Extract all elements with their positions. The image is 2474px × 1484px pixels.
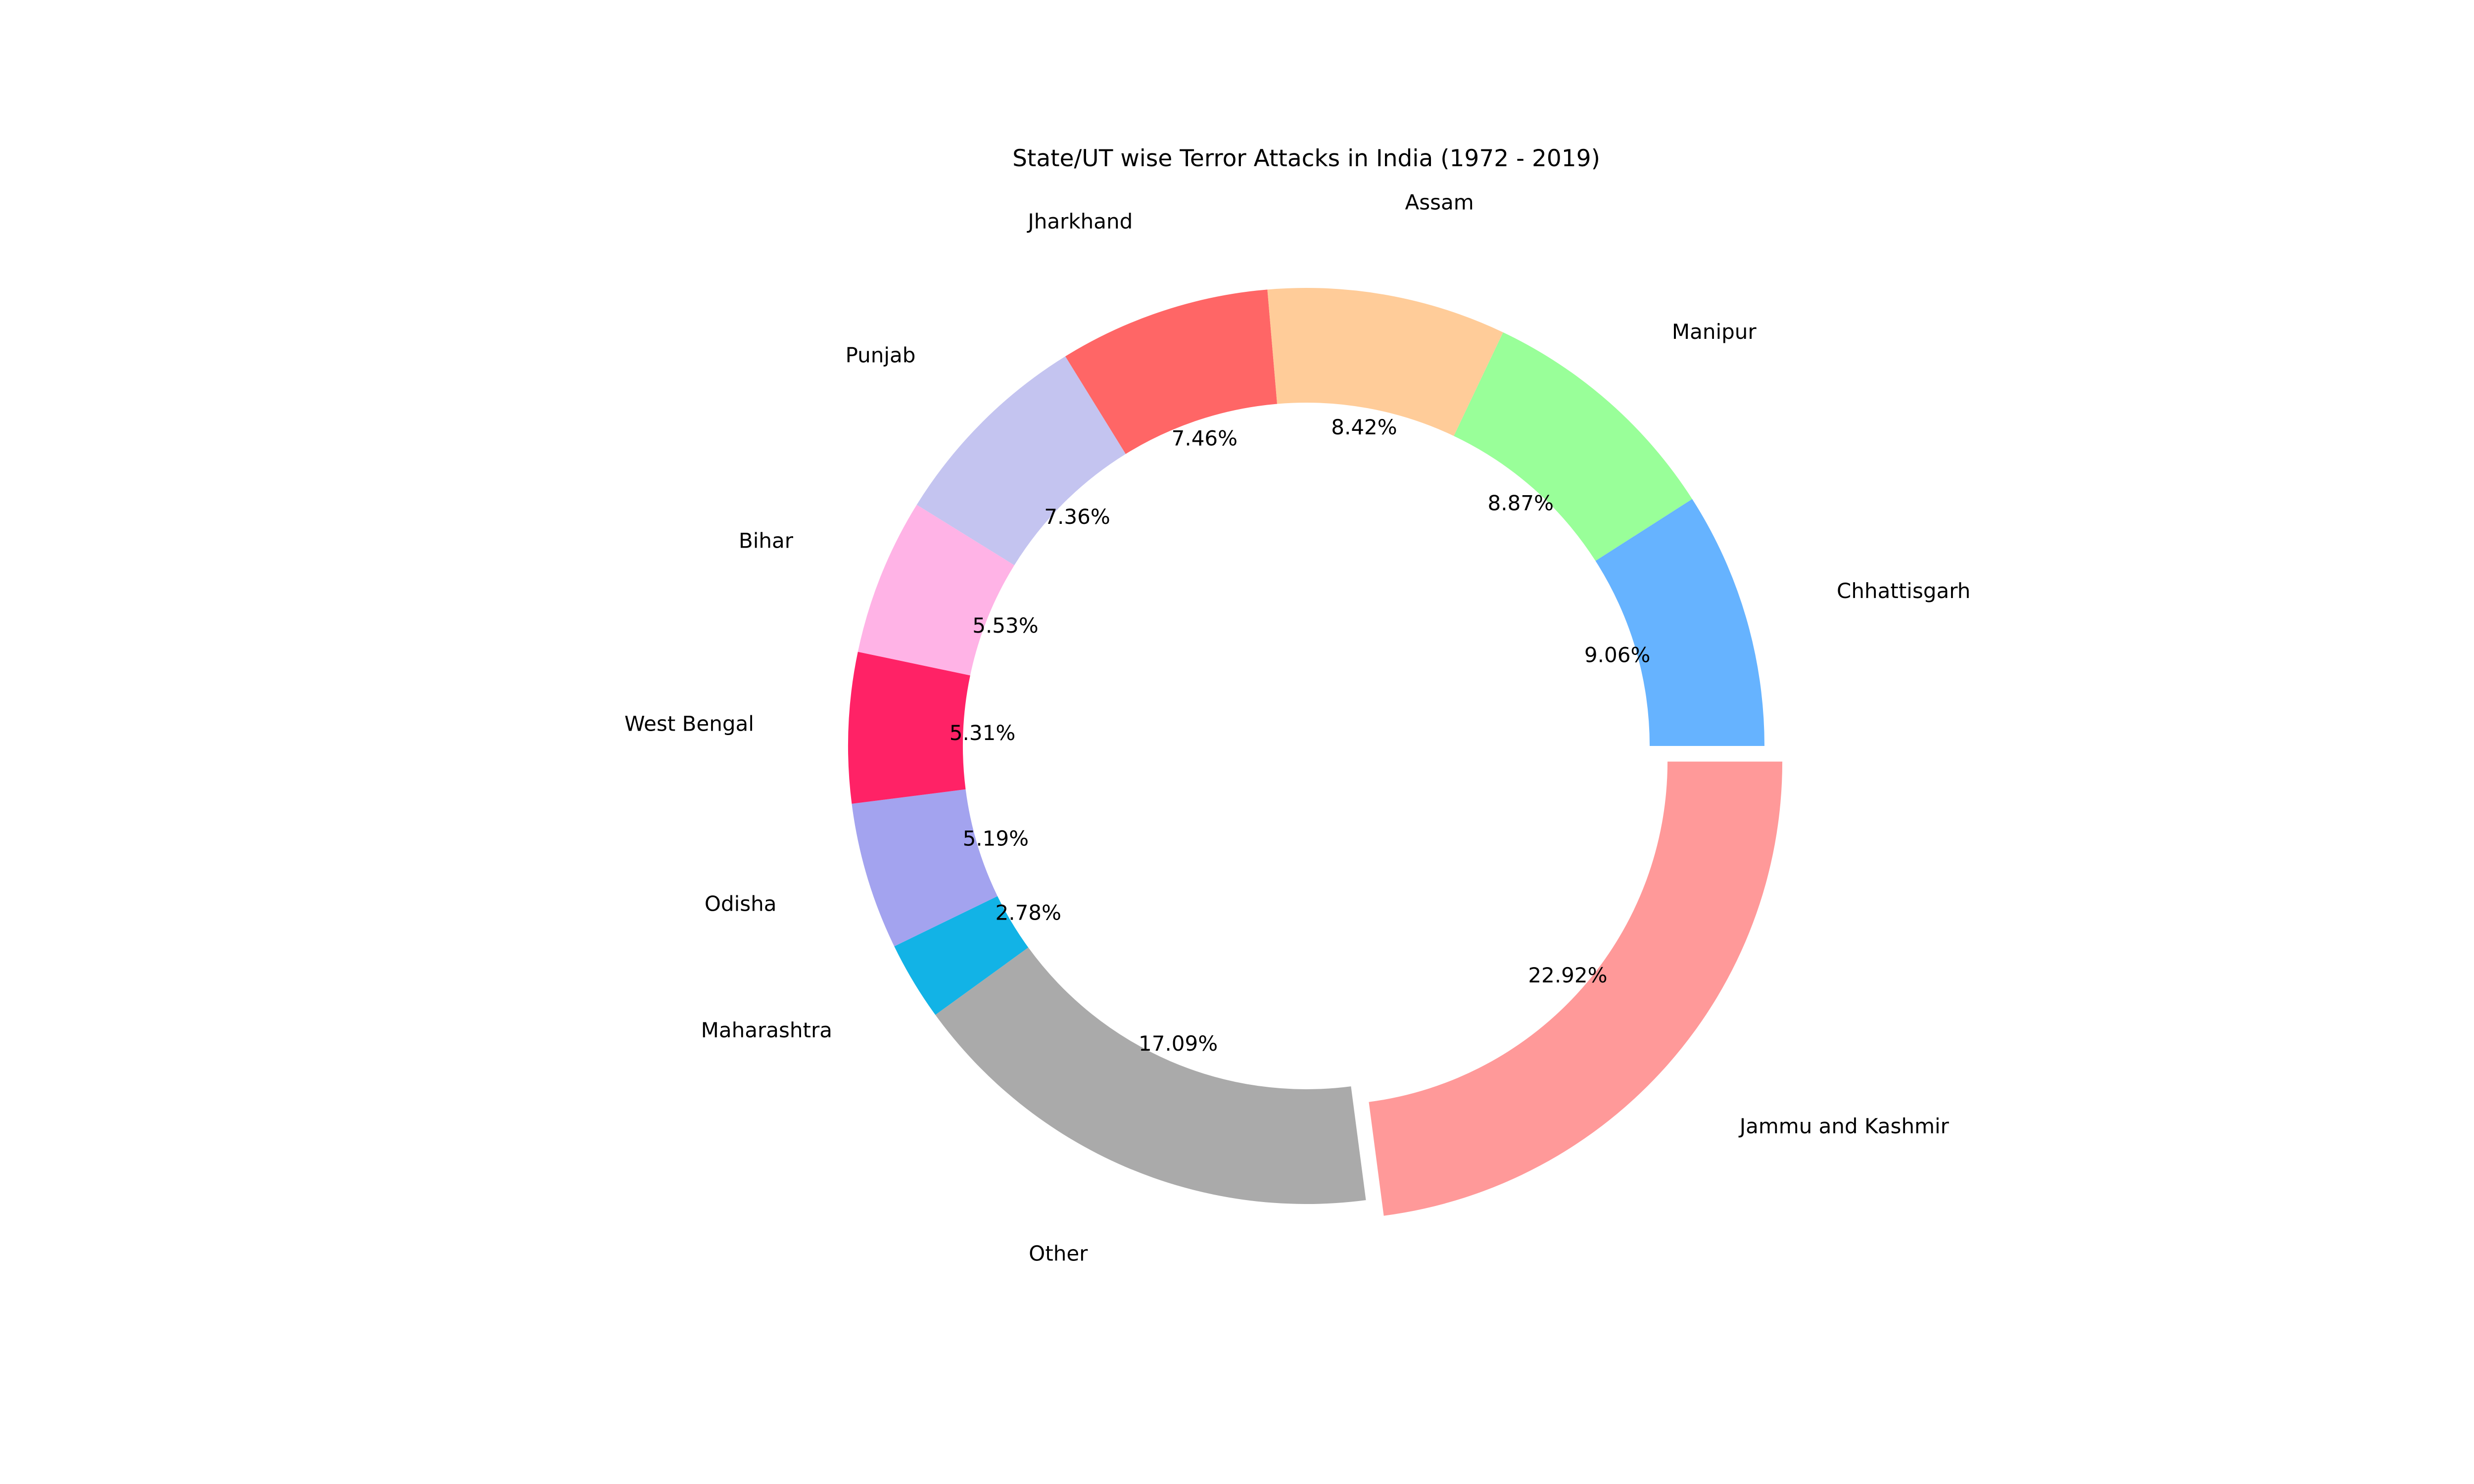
percent-label-assam: 8.42% (1331, 415, 1397, 439)
slice-label-chhattisgarh: Chhattisgarh (1837, 579, 1970, 603)
percent-label-manipur: 8.87% (1488, 491, 1554, 515)
slice-label-west-bengal: West Bengal (624, 712, 754, 736)
slice-odisha (852, 789, 998, 947)
percent-label-other: 17.09% (1139, 1031, 1218, 1056)
slice-label-other: Other (1029, 1242, 1088, 1266)
percent-label-bihar: 5.53% (972, 613, 1038, 638)
slice-assam (1267, 288, 1503, 436)
slice-label-assam: Assam (1405, 190, 1474, 214)
chart-slice-labels: Jammu and Kashmir Other Maharashtra Odisha W… (624, 190, 1970, 1265)
slice-label-jharkhand: Jharkhand (1026, 209, 1133, 233)
slice-label-jammu-and-kashmir: Jammu and Kashmir (1738, 1114, 1950, 1138)
chart-slices (848, 288, 1783, 1216)
slice-label-punjab: Punjab (846, 343, 916, 367)
slice-maharashtra (894, 896, 1029, 1015)
slice-other (935, 947, 1366, 1204)
percent-label-chhattisgarh: 9.06% (1584, 643, 1650, 667)
slice-chhattisgarh (1595, 499, 1764, 746)
slice-label-manipur: Manipur (1672, 320, 1757, 344)
slice-jharkhand (1065, 289, 1278, 454)
percent-label-maharashtra: 2.78% (996, 900, 1061, 925)
percent-label-odisha: 5.19% (963, 827, 1029, 851)
slice-punjab (916, 356, 1126, 565)
slice-west-bengal (848, 651, 970, 804)
slice-label-odisha: Odisha (705, 892, 777, 916)
percent-label-jharkhand: 7.46% (1172, 426, 1237, 451)
percent-label-jammu-and-kashmir: 22.92% (1528, 963, 1607, 987)
chart-title: State/UT wise Terror Attacks in India (1… (1012, 145, 1600, 172)
chart-percent-labels: 22.92% 17.09% 2.78% 5.19% 5.31% 5.53% 7.36% 7.4… (950, 415, 1651, 1056)
percent-label-west-bengal: 5.31% (950, 721, 1015, 745)
slice-label-bihar: Bihar (739, 528, 794, 553)
percent-label-punjab: 7.36% (1044, 505, 1110, 529)
slice-jammu-and-kashmir (1369, 761, 1783, 1216)
slice-bihar (857, 505, 1015, 676)
slice-manipur (1454, 332, 1692, 561)
slice-label-maharashtra: Maharashtra (701, 1018, 832, 1042)
